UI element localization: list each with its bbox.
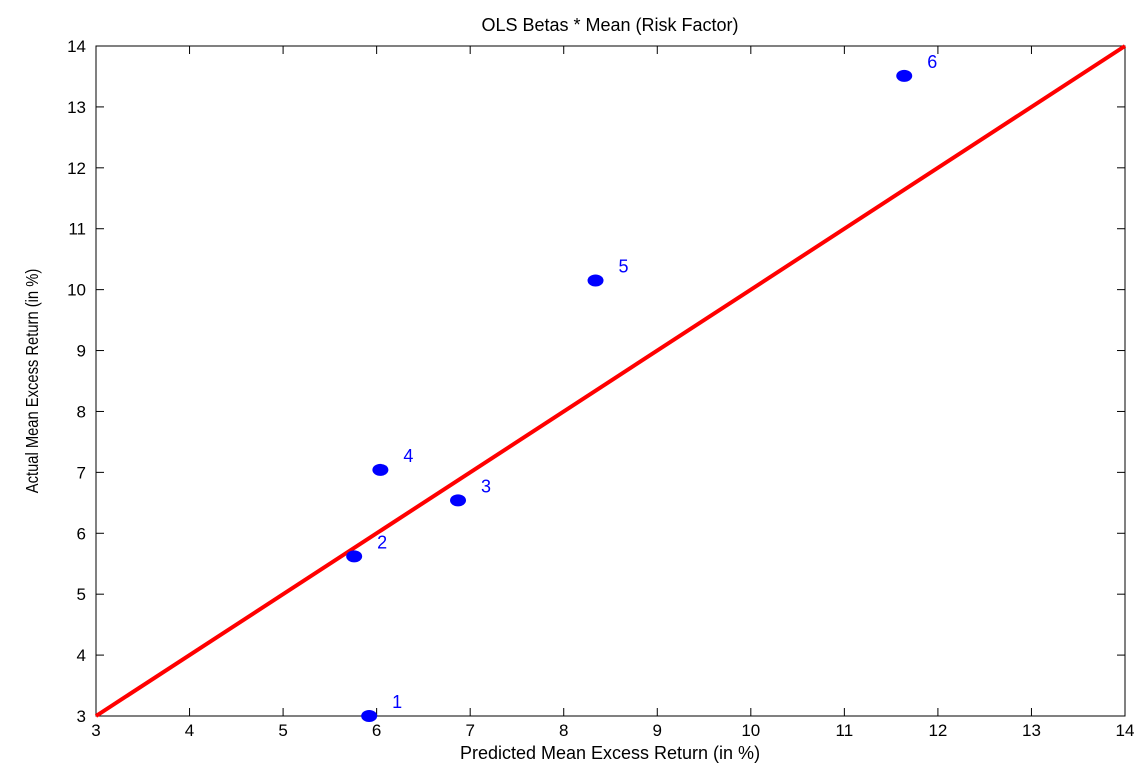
y-tick-label: 3 bbox=[77, 707, 86, 726]
y-tick-label: 9 bbox=[77, 342, 86, 361]
data-point bbox=[361, 710, 378, 722]
data-point-label: 1 bbox=[392, 692, 402, 712]
x-tick-label: 4 bbox=[185, 721, 194, 740]
y-tick-label: 12 bbox=[67, 159, 86, 178]
x-tick-label: 6 bbox=[372, 721, 381, 740]
points-group: 1 2 3 4 5 6 bbox=[346, 52, 937, 722]
reference-line-group bbox=[94, 44, 1127, 718]
y-tick-label: 11 bbox=[68, 220, 86, 239]
y-tick-label: 7 bbox=[77, 463, 86, 482]
y-tick-label: 10 bbox=[67, 281, 86, 300]
x-tick-label: 5 bbox=[278, 721, 287, 740]
data-point bbox=[346, 550, 363, 563]
x-tick-label: 7 bbox=[465, 721, 474, 740]
x-tick-label: 12 bbox=[928, 721, 947, 740]
x-tick-label: 14 bbox=[1116, 721, 1135, 740]
x-tick-label: 3 bbox=[91, 721, 100, 740]
x-tick-label: 13 bbox=[1022, 721, 1041, 740]
x-tick-label: 8 bbox=[559, 721, 568, 740]
x-axis-title: Predicted Mean Excess Return (in %) bbox=[460, 743, 760, 763]
y-tick-label: 13 bbox=[67, 98, 86, 117]
y-tick-label: 5 bbox=[77, 585, 86, 604]
chart-title: OLS Betas * Mean (Risk Factor) bbox=[481, 15, 738, 35]
data-point-label: 6 bbox=[927, 52, 937, 72]
data-point-label: 2 bbox=[377, 532, 387, 552]
data-point bbox=[587, 274, 604, 287]
y-tick-label: 4 bbox=[77, 646, 86, 665]
reference-line bbox=[94, 44, 1127, 718]
x-tick-label: 10 bbox=[741, 721, 760, 740]
y-tick-label: 8 bbox=[77, 402, 86, 421]
data-point-label: 4 bbox=[403, 446, 413, 466]
data-point bbox=[372, 463, 389, 476]
data-point-label: 3 bbox=[481, 476, 491, 496]
x-tick-label: 11 bbox=[836, 721, 854, 740]
x-tick-label: 9 bbox=[653, 721, 662, 740]
data-point-label: 5 bbox=[619, 257, 629, 277]
data-point bbox=[896, 69, 913, 82]
y-axis-title: Actual Mean Excess Return (in %) bbox=[23, 269, 43, 493]
data-point bbox=[450, 494, 467, 507]
x-axis-ticks: 3 4 5 6 7 8 9 10 11 12 13 14 bbox=[91, 46, 1134, 740]
y-tick-label: 6 bbox=[77, 524, 86, 543]
y-tick-label: 14 bbox=[67, 37, 86, 56]
